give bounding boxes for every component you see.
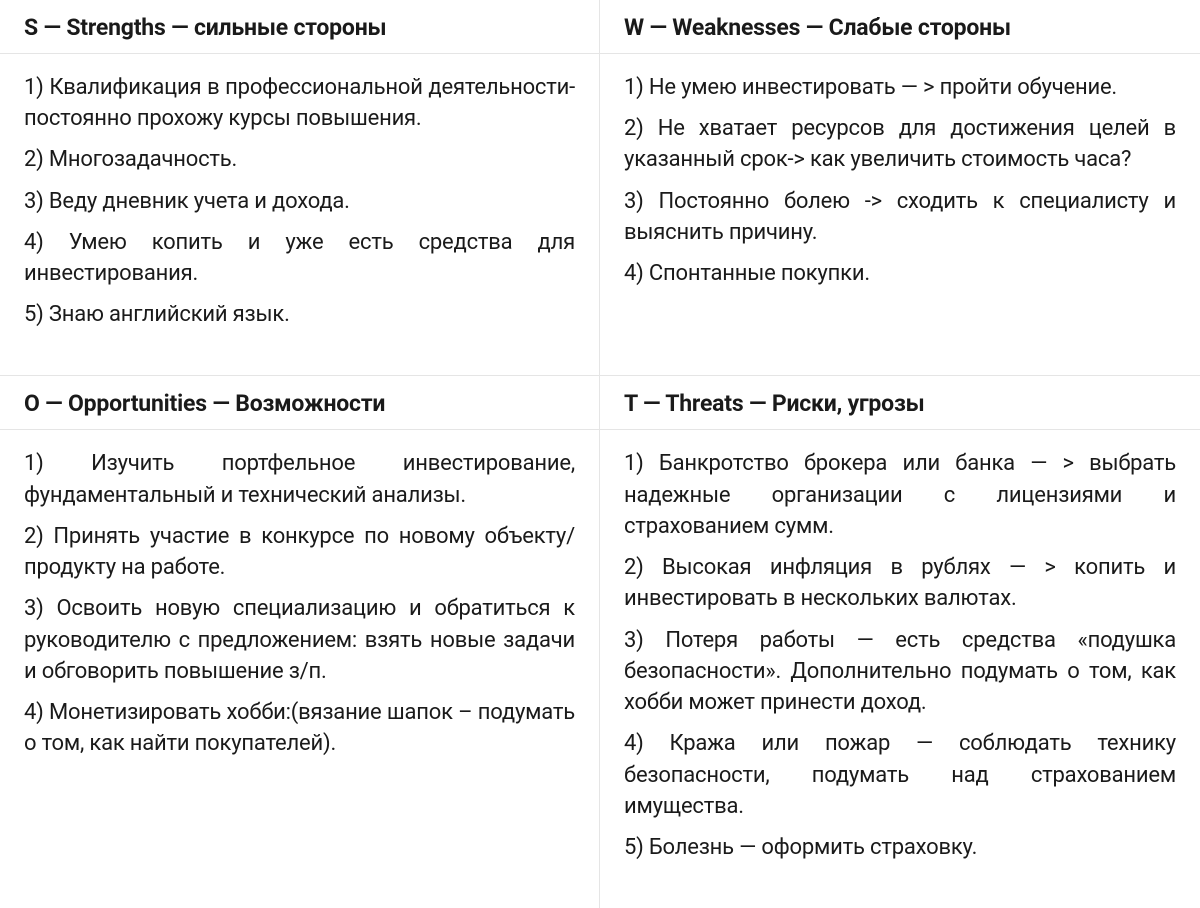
swot-item: 2) Многозадачность. [24, 144, 575, 175]
swot-item: 4) Умею копить и уже есть средства для и… [24, 227, 575, 289]
swot-item: 2) Принять участие в конкурсе по новому … [24, 521, 575, 583]
swot-item: 4) Спонтанные покупки. [624, 258, 1176, 289]
swot-cell-weaknesses: W — Weaknesses — Слабые стороны 1) Не ум… [600, 0, 1200, 375]
swot-item: 5) Болезнь — оформить страховку. [624, 832, 1176, 863]
swot-item: 1) Квалификация в профессиональной де­ят… [24, 72, 575, 134]
swot-header-weaknesses: W — Weaknesses — Слабые стороны [600, 0, 1200, 54]
swot-body-threats: 1) Банкротство брокера или банка — > вы­… [600, 430, 1200, 883]
swot-item: 4) Кража или пожар — соблюдать технику б… [624, 728, 1176, 822]
swot-body-strengths: 1) Квалификация в профессиональной де­ят… [0, 54, 599, 351]
swot-header-strengths: S — Strengths — сильные стороны [0, 0, 599, 54]
swot-item: 5) Знаю английский язык. [24, 299, 575, 330]
swot-header-opportunities: O — Opportunities — Возможности [0, 376, 599, 430]
swot-cell-opportunities: O — Opportunities — Возможности 1) Изучи… [0, 375, 600, 908]
swot-item: 1) Не умею инвестировать — > пройти обуч… [624, 72, 1176, 103]
swot-item: 2) Не хватает ресурсов для достижения це… [624, 113, 1176, 175]
swot-header-threats: T — Threats — Риски, угрозы [600, 376, 1200, 430]
swot-item: 3) Потеря работы — есть средства «поду­ш… [624, 625, 1176, 719]
swot-body-opportunities: 1) Изучить портфельное инвестирование, ф… [0, 430, 599, 779]
swot-item: 3) Постоянно болею -> сходить к специ­ал… [624, 186, 1176, 248]
swot-item: 1) Изучить портфельное инвестирование, ф… [24, 448, 575, 510]
swot-item: 2) Высокая инфляция в рублях — > копить … [624, 552, 1176, 614]
swot-item: 1) Банкротство брокера или банка — > вы­… [624, 448, 1176, 542]
swot-item: 3) Освоить новую специализацию и обра­ти… [24, 593, 575, 687]
swot-item: 3) Веду дневник учета и дохода. [24, 186, 575, 217]
swot-table: S — Strengths — сильные стороны 1) Квали… [0, 0, 1200, 908]
swot-body-weaknesses: 1) Не умею инвестировать — > пройти обуч… [600, 54, 1200, 309]
swot-cell-threats: T — Threats — Риски, угрозы 1) Банкротст… [600, 375, 1200, 908]
swot-item: 4) Монетизировать хобби:(вязание шапок –… [24, 697, 575, 759]
swot-cell-strengths: S — Strengths — сильные стороны 1) Квали… [0, 0, 600, 375]
